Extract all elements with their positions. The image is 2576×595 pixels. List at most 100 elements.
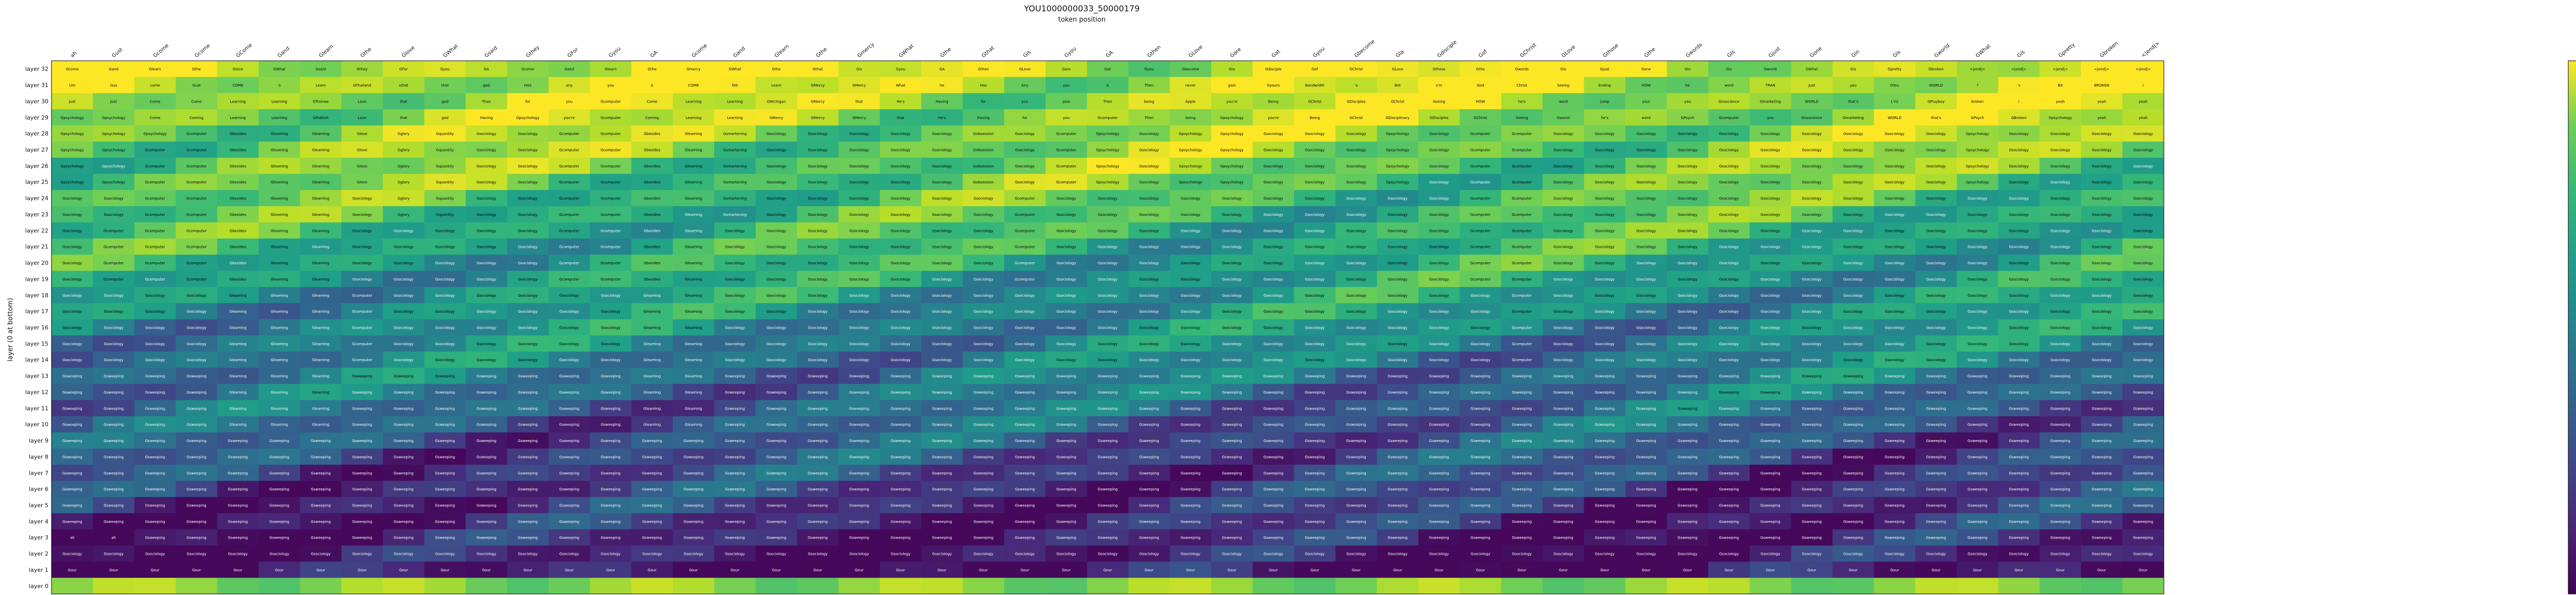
cell-label: Gsociology bbox=[1305, 261, 1325, 265]
cell-label: Gsociology bbox=[1263, 197, 1283, 201]
heatmap-cell bbox=[1294, 125, 1336, 142]
heatmap-cell bbox=[1708, 141, 1750, 158]
cell-label: Gcomputer bbox=[352, 310, 372, 314]
cell-label: Gsociology bbox=[352, 277, 372, 281]
cell-label: Gsweeping bbox=[725, 455, 745, 459]
cell-label: Learning bbox=[272, 99, 287, 104]
cell-label: yeah bbox=[2139, 99, 2147, 104]
cell-label: Gsweeping bbox=[1553, 375, 1573, 379]
cell-label: Gsweeping bbox=[684, 536, 704, 540]
cell-label: Gour bbox=[979, 568, 988, 572]
cell-label: Gsweeping bbox=[394, 375, 414, 379]
cell-label: Gsociology bbox=[1843, 132, 1863, 136]
cell-label: Gsociology bbox=[1926, 310, 1946, 314]
cell-label: Gsociology bbox=[2092, 197, 2111, 201]
heatmap-cell bbox=[1750, 125, 1791, 142]
heatmap-cell bbox=[134, 93, 176, 110]
cell-label: Gthose bbox=[1433, 67, 1446, 72]
cell-label: Gsociology bbox=[1181, 277, 1200, 281]
cell-label: Gsweeping bbox=[352, 471, 372, 475]
cell-label: Gsweeping bbox=[228, 471, 248, 475]
cell-label: Gcomputer bbox=[1056, 164, 1076, 168]
cell-label: Gleaming bbox=[312, 180, 330, 184]
heatmap-cell bbox=[258, 77, 300, 94]
heatmap-cell bbox=[465, 158, 507, 175]
cell-label: Gsociology bbox=[1139, 245, 1159, 249]
cell-label: Gour bbox=[233, 568, 242, 572]
cell-label: Gsociology bbox=[1346, 326, 1366, 330]
cell-label: Gsociology bbox=[808, 245, 827, 249]
heatmap-cell bbox=[1087, 93, 1129, 110]
cell-label: GMichigan bbox=[767, 99, 786, 104]
cell-label: that's bbox=[1931, 116, 1941, 120]
cell-label: Come bbox=[150, 99, 160, 104]
cell-label: Gsociology bbox=[1553, 294, 1573, 298]
cell-label: Gleaming bbox=[685, 261, 702, 265]
cell-label: Gsociology bbox=[808, 180, 827, 184]
heatmap-cell bbox=[548, 174, 590, 191]
heatmap-cell bbox=[2122, 93, 2164, 110]
heatmap-cell bbox=[1874, 109, 1916, 126]
cell-label: 's bbox=[278, 83, 281, 88]
cell-label: Gsweeping bbox=[1677, 406, 1698, 411]
cell-label: Gsweeping bbox=[1595, 423, 1615, 427]
cell-label: Gcomputer bbox=[1470, 213, 1490, 217]
cell-label: Gsweeping bbox=[1470, 536, 1490, 540]
cell-label: Gsociology bbox=[1056, 310, 1076, 314]
heatmap-cell bbox=[1874, 125, 1916, 142]
cell-label: Gsweeping bbox=[1802, 439, 1822, 443]
cell-label: Gsweeping bbox=[642, 536, 662, 540]
cell-label: Gsweeping bbox=[62, 375, 82, 379]
cell-label: Gsociology bbox=[1305, 310, 1325, 314]
cell-label: Gsweeping bbox=[1760, 406, 1781, 411]
cell-label: Gcomputer bbox=[1470, 180, 1490, 184]
heatmap-cell bbox=[465, 577, 507, 594]
cell-label: Gsociology bbox=[725, 310, 744, 314]
cell-label: Gsociology bbox=[1595, 326, 1615, 330]
cell-label: Gsweeping bbox=[1180, 390, 1200, 395]
cell-label: Gsweeping bbox=[2092, 375, 2112, 379]
cell-label: he bbox=[1685, 83, 1690, 88]
heatmap-cell bbox=[838, 93, 880, 110]
cell-label: Gsociology bbox=[2092, 326, 2111, 330]
heatmap-cell bbox=[1750, 158, 1791, 175]
cell-label: Bet bbox=[1395, 83, 1401, 88]
cell-label: Gsociology bbox=[1098, 213, 1117, 217]
cell-label: Gsociology bbox=[1305, 213, 1325, 217]
y-tick-label: layer 7 bbox=[29, 470, 48, 477]
cell-label: Gsweeping bbox=[1429, 536, 1449, 540]
heatmap-cell bbox=[2081, 109, 2123, 126]
cell-label: Come bbox=[647, 99, 657, 104]
cell-label: Gsociology bbox=[2009, 180, 2029, 184]
cell-label: Gsweeping bbox=[1885, 439, 1905, 443]
cell-label: Gin bbox=[1685, 67, 1691, 72]
cell-label: Gsweeping bbox=[1429, 375, 1449, 379]
cell-label: Gsociology bbox=[850, 245, 869, 249]
cell-label: GDisciples bbox=[1430, 116, 1449, 120]
cell-label: Gsociology bbox=[1388, 229, 1408, 233]
heatmap-cell bbox=[879, 77, 922, 94]
cell-label: Seeing bbox=[1557, 83, 1569, 88]
heatmap-cell bbox=[1584, 190, 1626, 207]
cell-label: Gsweeping bbox=[1677, 504, 1698, 508]
cell-label: Gsweeping bbox=[1222, 423, 1242, 427]
cell-label: Gsweeping bbox=[145, 406, 165, 411]
cell-label: Gsweeping bbox=[1470, 455, 1490, 459]
cell-label: Gsweeping bbox=[435, 471, 455, 475]
cell-label: Gsociology bbox=[1802, 358, 1822, 362]
cell-label: Gsweeping bbox=[518, 375, 538, 379]
heatmap-cell bbox=[258, 206, 300, 223]
cell-label: Gsociology bbox=[932, 277, 952, 281]
cell-label: GWhat bbox=[273, 67, 285, 72]
cell-label: Gsweeping bbox=[1139, 423, 1159, 427]
cell-label: Gsweeping bbox=[1015, 406, 1035, 411]
cell-label: Gsociology bbox=[1181, 326, 1200, 330]
cell-label: Gsweeping bbox=[2133, 390, 2153, 395]
cell-label: Gsociology bbox=[1677, 342, 1697, 346]
cell-label: Gsociology bbox=[1139, 552, 1159, 556]
cell-label: Gsociology bbox=[1139, 358, 1159, 362]
cell-label: Gsweeping bbox=[1677, 536, 1698, 540]
cell-label: Gsweeping bbox=[187, 375, 207, 379]
cell-label: Gsociology bbox=[891, 229, 910, 233]
heatmap-cell bbox=[1294, 93, 1336, 110]
